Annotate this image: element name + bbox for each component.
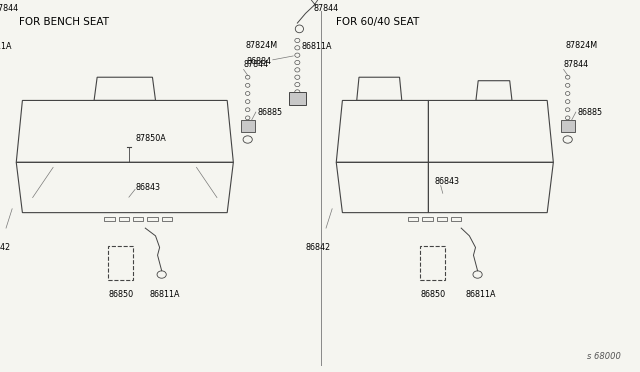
Text: FOR 60/40 SEAT: FOR 60/40 SEAT xyxy=(336,17,419,27)
Text: 86811A: 86811A xyxy=(465,290,496,299)
Bar xyxy=(289,92,305,105)
Text: FOR BENCH SEAT: FOR BENCH SEAT xyxy=(19,17,109,27)
Text: 87844: 87844 xyxy=(0,4,19,13)
Text: 86884: 86884 xyxy=(246,57,271,66)
Text: 87844: 87844 xyxy=(314,4,339,13)
Text: 87850A: 87850A xyxy=(135,134,166,143)
Bar xyxy=(118,217,129,221)
Text: 86811A: 86811A xyxy=(0,42,12,51)
Text: s 68000: s 68000 xyxy=(587,352,621,361)
Text: 87844: 87844 xyxy=(564,61,589,70)
Text: 86885: 86885 xyxy=(258,108,283,116)
Bar xyxy=(422,217,433,221)
Text: 86850: 86850 xyxy=(108,290,134,299)
Bar xyxy=(408,217,418,221)
Text: 86850: 86850 xyxy=(420,290,445,299)
Text: 86811A: 86811A xyxy=(301,42,332,51)
Text: 86811A: 86811A xyxy=(149,290,180,299)
Text: 86843: 86843 xyxy=(135,183,160,192)
Bar xyxy=(104,217,115,221)
Bar xyxy=(162,217,172,221)
Bar xyxy=(133,217,143,221)
Bar xyxy=(108,246,133,280)
Bar xyxy=(561,120,575,132)
Text: 86843: 86843 xyxy=(435,177,460,186)
Text: 86842: 86842 xyxy=(305,243,331,252)
Bar xyxy=(451,217,461,221)
Bar xyxy=(420,246,445,280)
Bar xyxy=(241,120,255,132)
Text: 86842: 86842 xyxy=(0,243,11,252)
Text: 87824M: 87824M xyxy=(246,41,278,50)
Bar xyxy=(147,217,157,221)
Text: 86885: 86885 xyxy=(578,108,603,116)
Text: 87824M: 87824M xyxy=(566,41,598,50)
Bar xyxy=(436,217,447,221)
Text: 87844: 87844 xyxy=(244,61,269,70)
